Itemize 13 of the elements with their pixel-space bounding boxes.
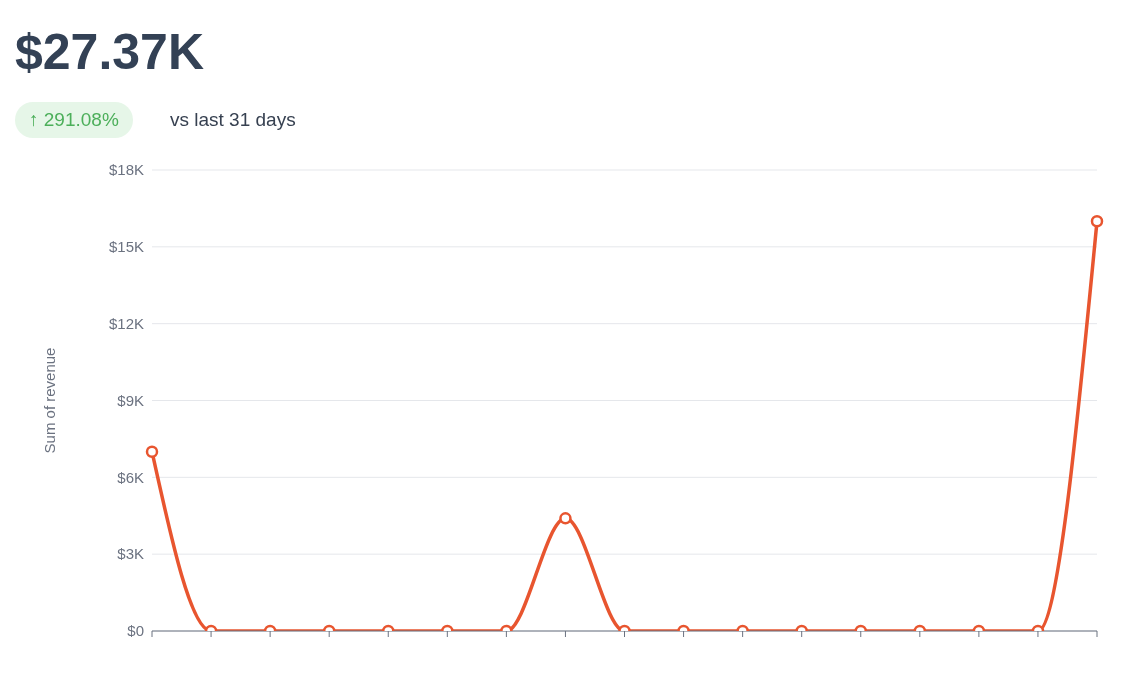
y-tick-label: $3K xyxy=(117,545,144,563)
y-tick-label: $15K xyxy=(108,238,144,256)
text: ↑ 291.08% xyxy=(15,102,133,138)
y-tick-label: $12K xyxy=(108,314,144,332)
y-tick-label: $18K xyxy=(108,161,144,179)
y-axis-title: Sum of revenue xyxy=(41,347,59,454)
point xyxy=(1090,214,1104,228)
point xyxy=(145,445,159,458)
chart-title: $27.37K xyxy=(15,23,205,82)
y-tick-label: $9K xyxy=(117,391,144,409)
text: vs last 31 days xyxy=(170,108,296,132)
y-tick-label: $6K xyxy=(117,468,144,486)
y-tick-label: $0 xyxy=(127,622,144,640)
